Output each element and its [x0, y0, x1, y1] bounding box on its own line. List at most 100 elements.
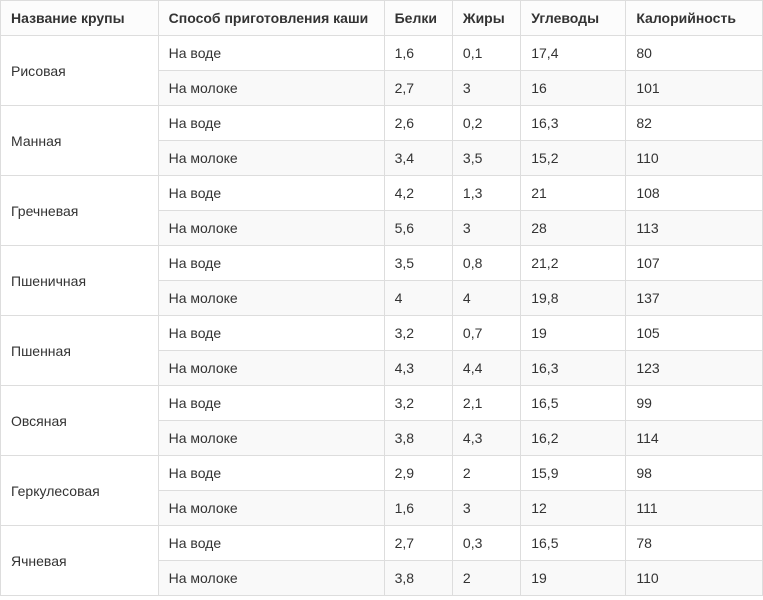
cell-fat: 3 [452, 211, 520, 246]
cell-method: На молоке [158, 561, 384, 596]
header-name: Название крупы [1, 1, 159, 36]
cell-method: На воде [158, 316, 384, 351]
cell-calories: 101 [626, 71, 763, 106]
cell-protein: 3,5 [384, 246, 452, 281]
cell-carbs: 17,4 [521, 36, 626, 71]
cell-protein: 3,2 [384, 386, 452, 421]
header-protein: Белки [384, 1, 452, 36]
cell-fat: 2 [452, 456, 520, 491]
cell-fat: 2 [452, 561, 520, 596]
cell-method: На воде [158, 456, 384, 491]
cell-protein: 2,6 [384, 106, 452, 141]
cell-carbs: 16,5 [521, 386, 626, 421]
cell-calories: 105 [626, 316, 763, 351]
cell-carbs: 21 [521, 176, 626, 211]
cell-method: На воде [158, 526, 384, 561]
table-body: РисоваяНа воде1,60,117,480На молоке2,731… [1, 36, 763, 596]
header-calories: Калорийность [626, 1, 763, 36]
cell-fat: 0,8 [452, 246, 520, 281]
header-row: Название крупы Способ приготовления каши… [1, 1, 763, 36]
cell-method: На воде [158, 36, 384, 71]
cell-name: Манная [1, 106, 159, 176]
header-method: Способ приготовления каши [158, 1, 384, 36]
cell-name: Пшенная [1, 316, 159, 386]
cell-calories: 78 [626, 526, 763, 561]
cell-protein: 4 [384, 281, 452, 316]
cell-protein: 3,8 [384, 421, 452, 456]
cell-protein: 2,9 [384, 456, 452, 491]
cell-fat: 1,3 [452, 176, 520, 211]
cell-name: Геркулесовая [1, 456, 159, 526]
cell-calories: 82 [626, 106, 763, 141]
table-row: ГеркулесоваяНа воде2,9215,998 [1, 456, 763, 491]
header-fat: Жиры [452, 1, 520, 36]
cell-protein: 5,6 [384, 211, 452, 246]
cell-method: На молоке [158, 351, 384, 386]
cell-calories: 113 [626, 211, 763, 246]
cell-carbs: 16,2 [521, 421, 626, 456]
cell-calories: 108 [626, 176, 763, 211]
cell-calories: 99 [626, 386, 763, 421]
cell-name: Рисовая [1, 36, 159, 106]
cell-calories: 137 [626, 281, 763, 316]
table-row: ГречневаяНа воде4,21,321108 [1, 176, 763, 211]
cell-calories: 110 [626, 561, 763, 596]
cell-carbs: 19 [521, 316, 626, 351]
cell-calories: 111 [626, 491, 763, 526]
cell-protein: 4,3 [384, 351, 452, 386]
cell-name: Овсяная [1, 386, 159, 456]
cell-method: На молоке [158, 491, 384, 526]
cell-method: На молоке [158, 211, 384, 246]
cell-protein: 3,2 [384, 316, 452, 351]
cell-carbs: 15,2 [521, 141, 626, 176]
cell-calories: 114 [626, 421, 763, 456]
cell-fat: 0,3 [452, 526, 520, 561]
table-row: РисоваяНа воде1,60,117,480 [1, 36, 763, 71]
cell-protein: 1,6 [384, 36, 452, 71]
cell-carbs: 12 [521, 491, 626, 526]
table-row: ПшеничнаяНа воде3,50,821,2107 [1, 246, 763, 281]
table-row: ЯчневаяНа воде2,70,316,578 [1, 526, 763, 561]
table-row: МаннаяНа воде2,60,216,382 [1, 106, 763, 141]
cell-fat: 3 [452, 491, 520, 526]
cell-name: Ячневая [1, 526, 159, 596]
table-row: ПшеннаяНа воде3,20,719105 [1, 316, 763, 351]
cell-method: На молоке [158, 421, 384, 456]
cell-carbs: 19 [521, 561, 626, 596]
cell-fat: 2,1 [452, 386, 520, 421]
cell-fat: 0,1 [452, 36, 520, 71]
cell-fat: 3 [452, 71, 520, 106]
header-carbs: Углеводы [521, 1, 626, 36]
cell-protein: 2,7 [384, 71, 452, 106]
cell-carbs: 16,3 [521, 106, 626, 141]
cell-protein: 3,4 [384, 141, 452, 176]
cell-calories: 80 [626, 36, 763, 71]
table-header: Название крупы Способ приготовления каши… [1, 1, 763, 36]
cell-carbs: 19,8 [521, 281, 626, 316]
cell-carbs: 16,5 [521, 526, 626, 561]
cell-calories: 110 [626, 141, 763, 176]
cell-fat: 4,4 [452, 351, 520, 386]
cell-fat: 0,7 [452, 316, 520, 351]
cell-method: На воде [158, 176, 384, 211]
cell-calories: 98 [626, 456, 763, 491]
cell-method: На молоке [158, 141, 384, 176]
cell-method: На молоке [158, 71, 384, 106]
cell-protein: 2,7 [384, 526, 452, 561]
cell-fat: 4,3 [452, 421, 520, 456]
cell-carbs: 15,9 [521, 456, 626, 491]
cell-method: На воде [158, 386, 384, 421]
cell-method: На воде [158, 106, 384, 141]
cell-fat: 3,5 [452, 141, 520, 176]
cell-carbs: 21,2 [521, 246, 626, 281]
cell-carbs: 16,3 [521, 351, 626, 386]
cell-protein: 3,8 [384, 561, 452, 596]
cell-method: На молоке [158, 281, 384, 316]
cell-fat: 4 [452, 281, 520, 316]
cell-calories: 107 [626, 246, 763, 281]
cell-calories: 123 [626, 351, 763, 386]
cell-protein: 4,2 [384, 176, 452, 211]
cell-protein: 1,6 [384, 491, 452, 526]
cell-name: Гречневая [1, 176, 159, 246]
cell-name: Пшеничная [1, 246, 159, 316]
